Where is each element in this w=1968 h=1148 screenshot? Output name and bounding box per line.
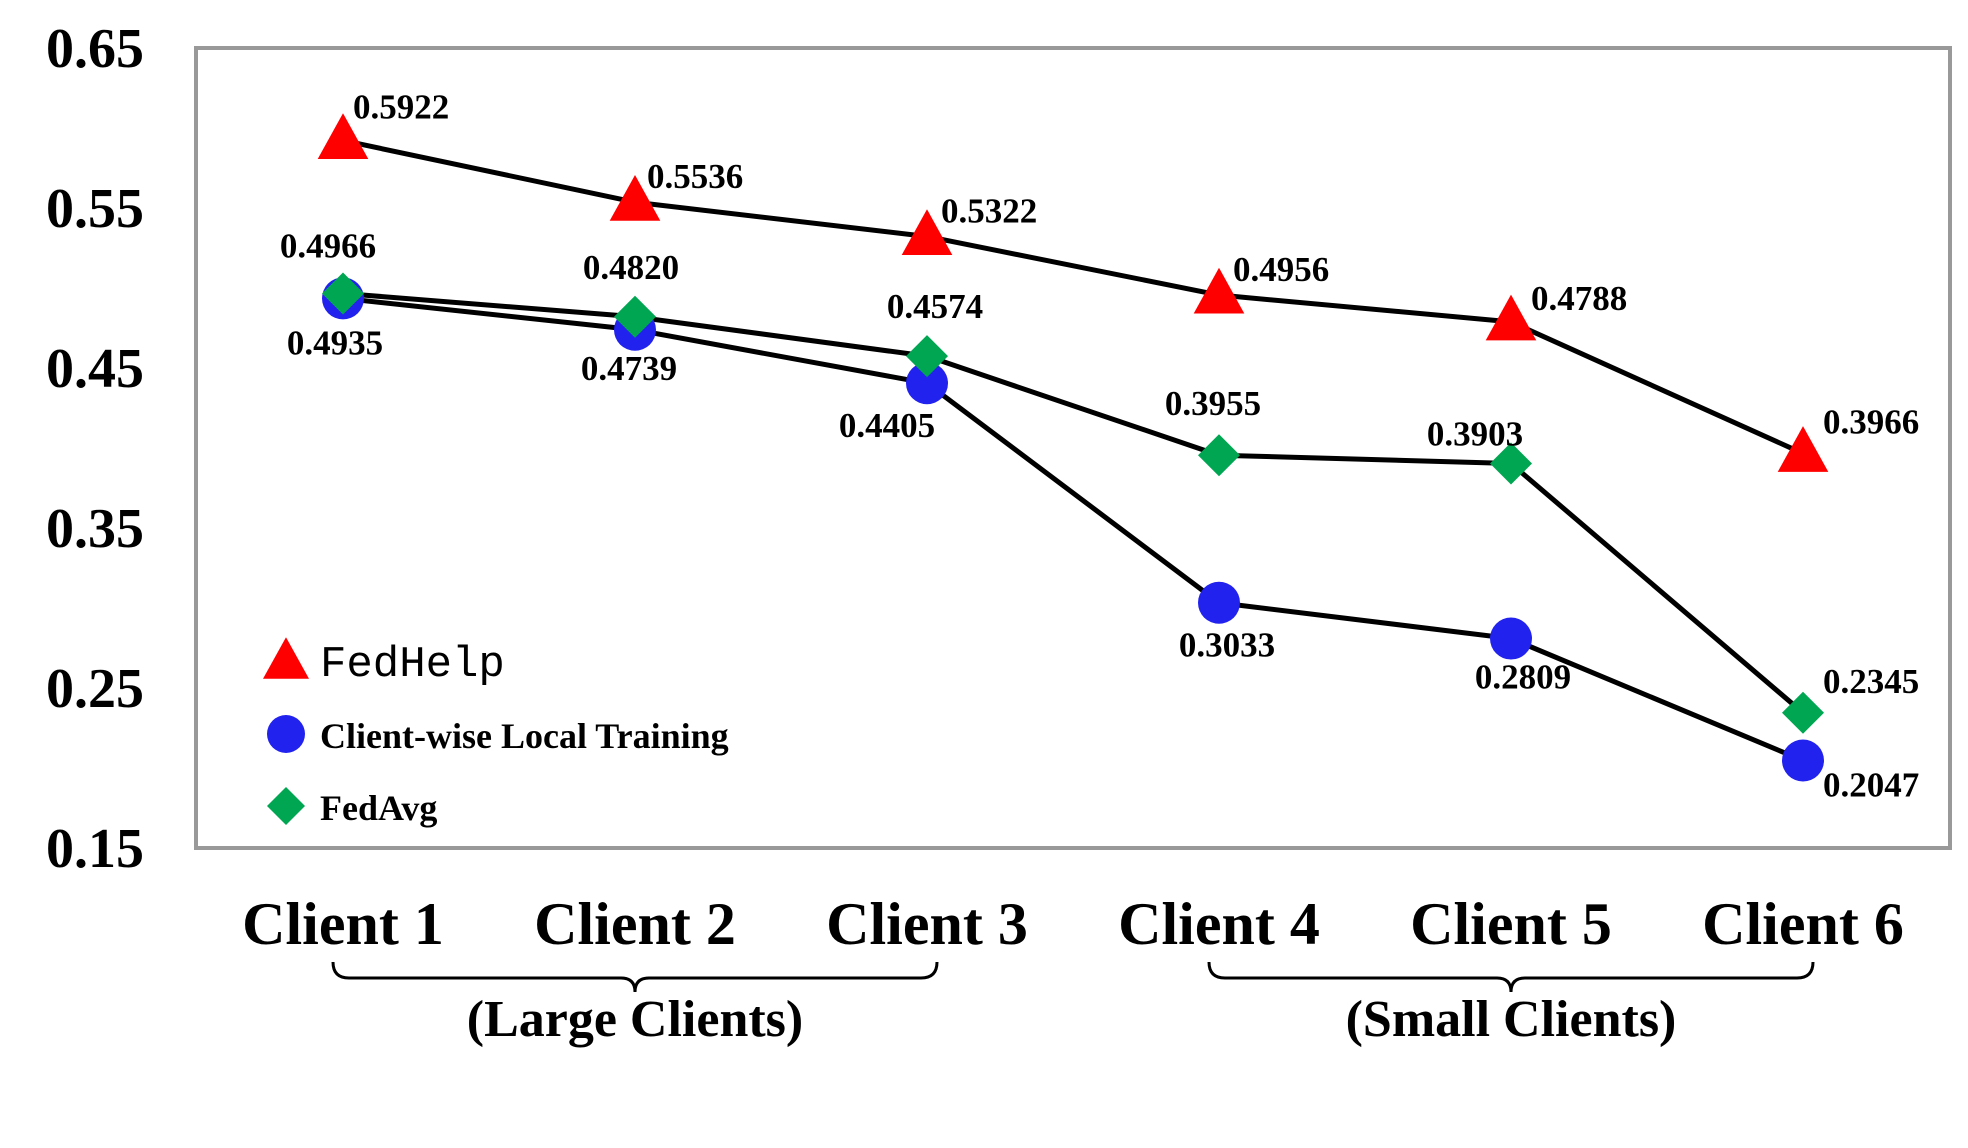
- y-axis: 0.65 0.55 0.45 0.35 0.25 0.15: [46, 18, 144, 880]
- category-groups: (Large Clients) (Small Clients): [331, 961, 1815, 1048]
- legend-label: FedAvg: [320, 788, 437, 828]
- data-point-marker: [614, 295, 656, 338]
- data-label: 0.4574: [887, 287, 983, 326]
- series-lines: [342, 138, 1805, 763]
- data-label: 0.5536: [647, 157, 743, 196]
- data-point-marker: [322, 272, 364, 315]
- data-point-marker: [1485, 294, 1537, 341]
- legend: FedHelp Client-wise Local Training FedAvg: [263, 637, 729, 828]
- legend-marker: [267, 787, 305, 825]
- data-label: 0.4820: [583, 248, 679, 287]
- group-brace: [331, 961, 939, 993]
- data-label: 0.4788: [1531, 279, 1627, 318]
- data-point-marker: [1777, 426, 1829, 472]
- x-category-label: Client 2: [534, 891, 736, 957]
- y-tick-label: 0.25: [46, 658, 144, 720]
- data-label: 0.3955: [1165, 384, 1261, 423]
- data-label: 0.4935: [287, 323, 383, 362]
- y-tick-label: 0.55: [46, 178, 144, 240]
- series-line: [342, 290, 1805, 715]
- group-label: (Small Clients): [1346, 991, 1677, 1048]
- x-category-label: Client 1: [242, 891, 444, 957]
- data-label: 0.4739: [581, 349, 677, 388]
- x-axis: Client 1 Client 2 Client 3 Client 4 Client 5…: [242, 891, 1904, 957]
- y-tick-label: 0.35: [46, 498, 144, 560]
- series-line: [342, 138, 1805, 456]
- legend-marker: [267, 715, 305, 753]
- series-markers: [317, 113, 1829, 782]
- data-label: 0.5322: [941, 191, 1037, 230]
- data-label: 0.3903: [1427, 415, 1523, 454]
- group-label: (Large Clients): [467, 991, 803, 1048]
- series-line: [342, 295, 1804, 763]
- data-label: 0.2047: [1823, 765, 1919, 804]
- legend-label: Client-wise Local Training: [320, 716, 729, 756]
- x-category-label: Client 6: [1702, 891, 1904, 957]
- data-point-marker: [1782, 739, 1824, 782]
- data-point-marker: [1198, 434, 1240, 477]
- data-point-marker: [1193, 267, 1245, 314]
- data-label: 0.4966: [280, 226, 376, 265]
- group-brace: [1207, 961, 1815, 993]
- y-tick-label: 0.65: [46, 18, 144, 80]
- data-point-marker: [1198, 581, 1240, 624]
- data-labels: 0.5922 0.5536 0.5322 0.4956 0.4788 0.3966 0.49…: [280, 87, 1919, 804]
- data-point-marker: [901, 209, 953, 255]
- x-category-label: Client 5: [1410, 891, 1612, 957]
- data-point-marker: [317, 113, 369, 159]
- x-category-label: Client 4: [1118, 891, 1320, 957]
- data-point-marker: [1490, 617, 1532, 660]
- data-label: 0.4405: [839, 406, 935, 445]
- data-label: 0.3033: [1179, 626, 1275, 665]
- y-tick-label: 0.45: [46, 338, 144, 400]
- y-tick-label: 0.15: [46, 818, 144, 880]
- legend-marker: [263, 637, 309, 679]
- data-label: 0.2345: [1823, 662, 1919, 701]
- x-category-label: Client 3: [826, 891, 1028, 957]
- data-point-marker: [609, 174, 661, 221]
- data-label: 0.4956: [1233, 250, 1329, 289]
- data-point-marker: [1782, 691, 1824, 734]
- data-label: 0.3966: [1823, 402, 1919, 441]
- data-point-marker: [906, 362, 948, 405]
- data-point-marker: [1490, 442, 1532, 485]
- legend-label: FedHelp: [320, 640, 505, 690]
- data-label: 0.5922: [353, 87, 449, 126]
- plot-area-frame: [194, 46, 1952, 850]
- data-point-marker: [906, 335, 948, 378]
- data-label: 0.2809: [1475, 658, 1571, 697]
